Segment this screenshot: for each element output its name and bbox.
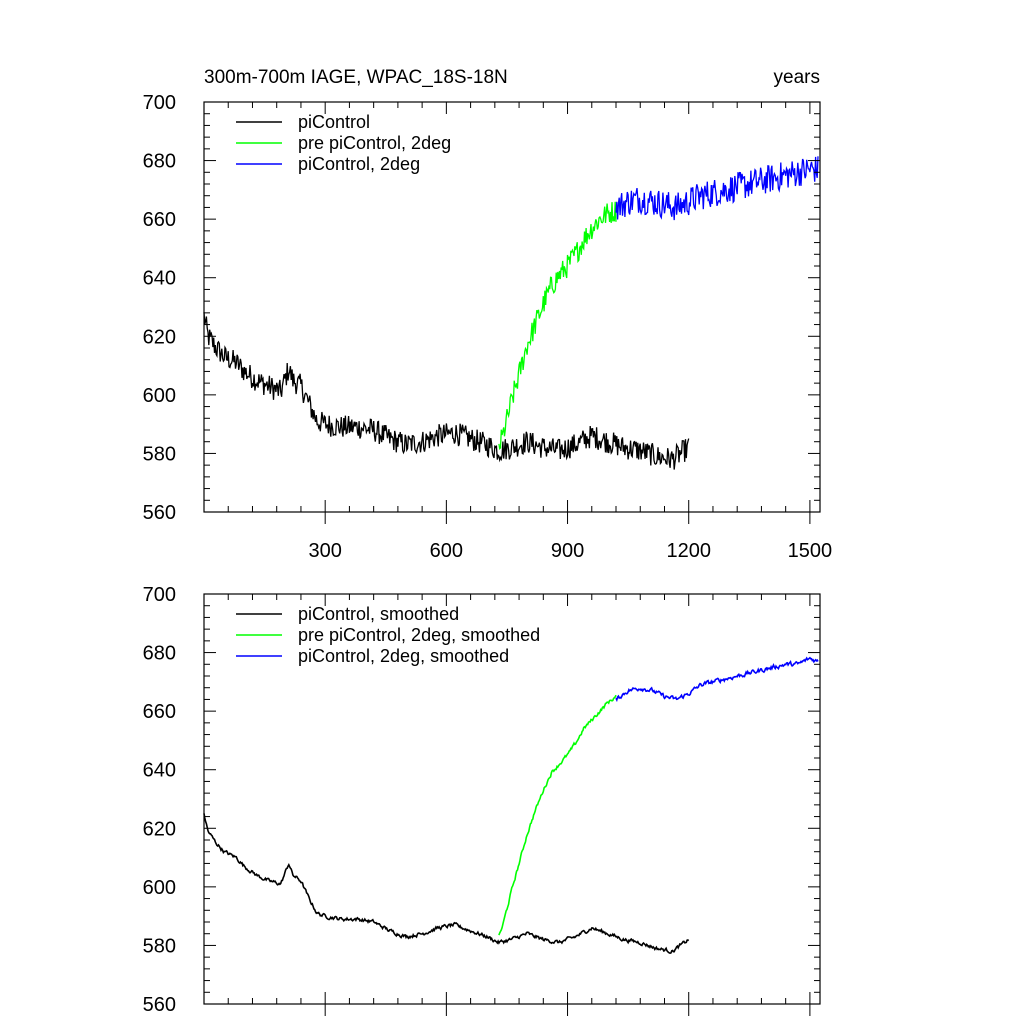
top-panel-title: 300m-700m IAGE, WPAC_18S-18N (204, 67, 508, 88)
y-tick-label: 600 (143, 877, 176, 899)
y-tick-label: 640 (143, 760, 176, 782)
x-tick-label: 300 (308, 540, 341, 562)
top-panel-series (203, 156, 819, 470)
y-tick-label: 600 (143, 385, 176, 407)
y-tick-label: 580 (143, 935, 176, 957)
series-line-3 (615, 656, 819, 703)
plot-frame (203, 593, 821, 1005)
x-tick-label: 900 (551, 540, 584, 562)
legend-label-3: piControl, 2deg (298, 154, 420, 174)
bottom-panel: 560 580 600 620 640 660 680 700 piControl, smoo… (143, 584, 821, 1016)
legend-label-2: pre piControl, 2deg (298, 133, 451, 153)
legend-label-1: piControl, smoothed (298, 604, 459, 624)
y-tick-label: 700 (143, 92, 176, 114)
top-panel-units: years (774, 67, 820, 88)
y-tick-label: 640 (143, 268, 176, 290)
series-line-2 (498, 694, 617, 936)
bottom-panel-series (203, 656, 819, 955)
top-panel-axes: 560 580 600 620 640 660 680 700 300 600 900 1200 150… (143, 92, 833, 562)
y-tick-label: 680 (143, 643, 176, 665)
y-tick-label: 620 (143, 326, 176, 348)
series-line-2 (498, 201, 617, 450)
series-line-1 (203, 813, 690, 955)
legend-label-2: pre piControl, 2deg, smoothed (298, 625, 540, 645)
bottom-panel-axes: 560 580 600 620 640 660 680 700 (143, 584, 821, 1016)
legend-label-3: piControl, 2deg, smoothed (298, 646, 509, 666)
y-tick-label: 680 (143, 151, 176, 173)
y-tick-label: 560 (143, 994, 176, 1016)
y-tick-label: 560 (143, 502, 176, 524)
top-panel: 300m-700m IAGE, WPAC_18S-18N years 560 58… (143, 67, 833, 562)
y-tick-label: 660 (143, 209, 176, 231)
y-tick-label: 700 (143, 584, 176, 606)
legend-label-1: piControl (298, 112, 370, 132)
x-tick-label: 1200 (666, 540, 711, 562)
x-tick-label: 1500 (788, 540, 833, 562)
series-line-3 (615, 156, 819, 221)
x-tick-label: 600 (430, 540, 463, 562)
series-line-1 (203, 312, 690, 470)
plot-frame (203, 101, 821, 513)
y-tick-label: 580 (143, 443, 176, 465)
y-tick-label: 660 (143, 701, 176, 723)
y-tick-label: 620 (143, 818, 176, 840)
